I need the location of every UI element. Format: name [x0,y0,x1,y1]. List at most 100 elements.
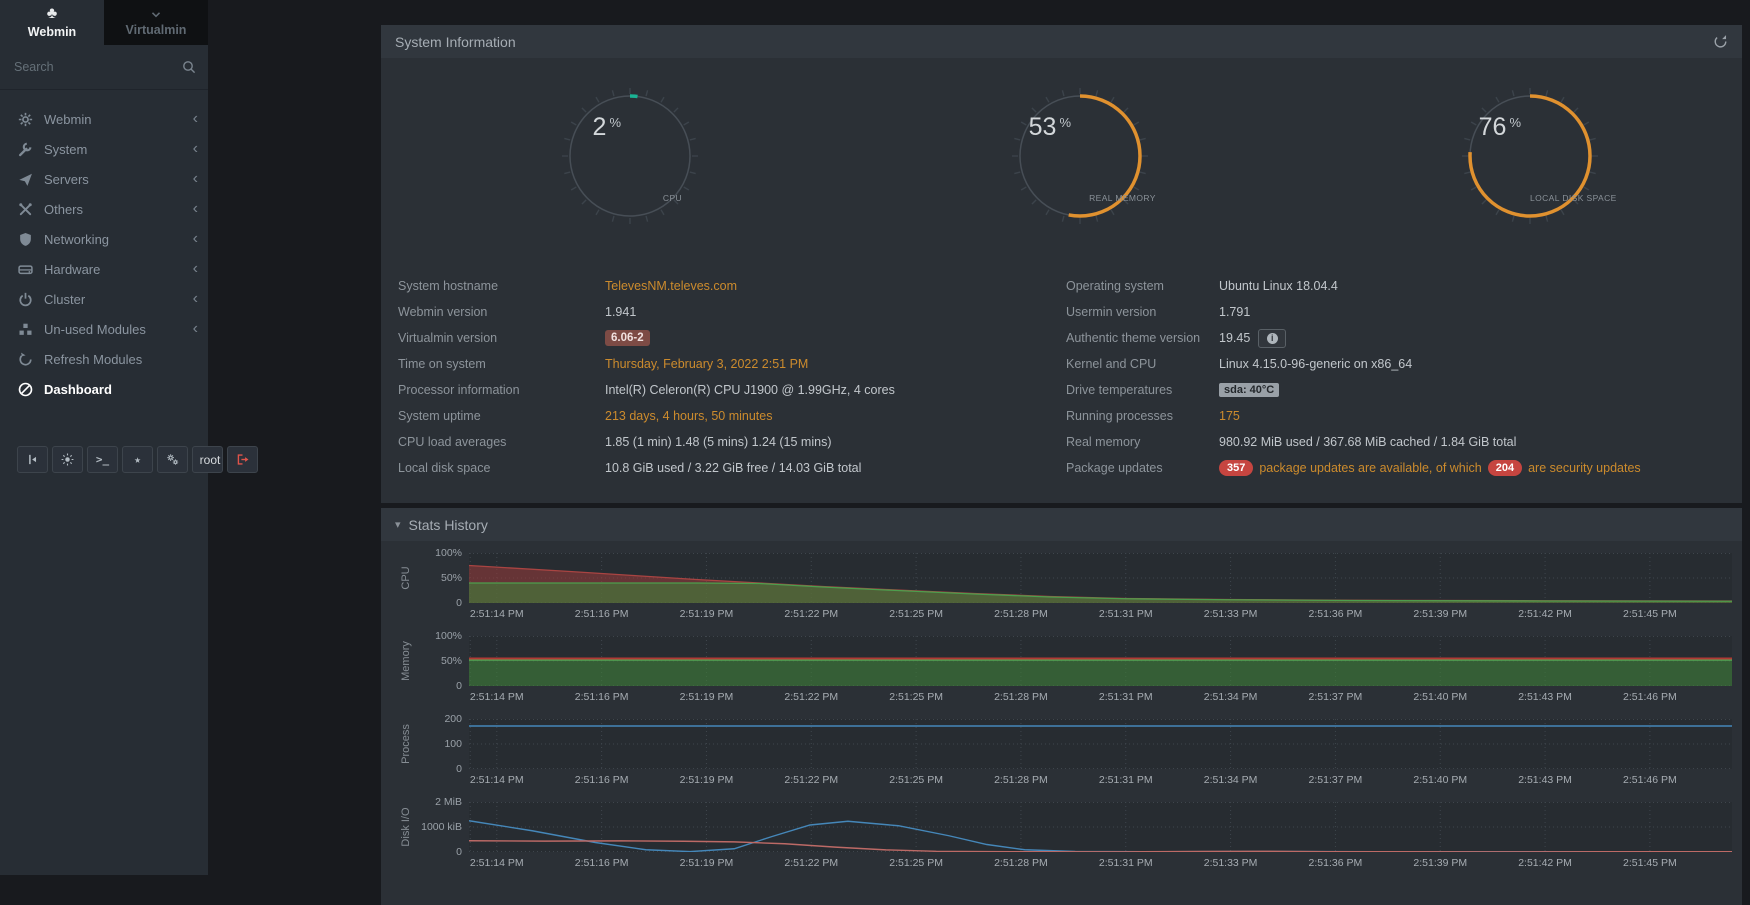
stats-history-panel: ▾ Stats History CPU 100% 50% 0 2:51:14 PM 2:5… [381,508,1742,905]
y-tick-label: 100% [435,630,462,642]
chart-axis-title: Disk I/O [400,807,412,847]
sidebar-item-hardware[interactable]: Hardware ‹ [0,254,208,284]
sidebar-footer: >_ ★ root [17,446,258,473]
info-label: Kernel and CPU [1066,357,1157,371]
caret-left-icon: ‹ [192,200,198,217]
theme-mode-button[interactable] [52,446,83,473]
info-row-usermin-version: Usermin version 1.791 [1066,299,1725,325]
sidebar-item-servers[interactable]: Servers ‹ [0,164,208,194]
chart-axis-title: Process [400,724,412,764]
update-link-text[interactable]: are security updates [1528,461,1641,475]
info-value: sda: 40°C [1219,383,1280,397]
info-value[interactable]: 175 [1219,409,1240,423]
x-tick-label: 2:51:43 PM [1518,774,1572,786]
caret-left-icon: ‹ [192,140,198,157]
favorites-icon: ★ [134,453,141,466]
sun-icon [61,453,74,466]
x-tick-label: 2:51:22 PM [784,691,839,703]
tab-virtualmin[interactable]: Virtualmin [104,0,208,45]
sidebar-item-label: Others [44,201,84,217]
gauge-value: 53% [1028,113,1071,141]
info-value[interactable]: Thursday, February 3, 2022 2:51 PM [605,357,809,371]
count-pill: 204 [1487,460,1523,476]
charts: CPU 100% 50% 0 2:51:14 PM 2:51:16 PM 2:51:19 P… [381,541,1742,905]
sidebar-item-label: Networking [44,231,110,247]
sidebar-tabs: ♣ Webmin Virtualmin [0,0,208,45]
info-row-local-disk-space: Local disk space 10.8 GiB used / 3.22 GiB… [398,455,1057,481]
chart-disk-io: Disk I/O 2 MiB 1000 kiB 0 2:51:14 PM 2:51:16 … [395,796,1732,872]
x-tick-label: 2:51:34 PM [1203,774,1258,786]
x-tick-label: 2:51:25 PM [889,691,943,703]
sidebar-item-networking[interactable]: Networking ‹ [0,224,208,254]
y-tick-label: 0 [456,846,462,858]
stats-title: Stats History [408,516,488,533]
info-label: System uptime [398,409,481,423]
info-row-package-updates: Package updates 357 package updates are av… [1066,455,1725,481]
user-button[interactable]: root [192,446,223,473]
chart-cpu: CPU 100% 50% 0 2:51:14 PM 2:51:16 PM 2:51:19 P… [395,547,1732,623]
refresh-button[interactable] [1713,34,1728,49]
x-tick-label: 2:51:31 PM [1098,857,1153,869]
y-tick-label: 200 [444,713,462,725]
sidebar-item-system[interactable]: System ‹ [0,134,208,164]
sidebar-item-others[interactable]: Others ‹ [0,194,208,224]
main-area: System Information 2% CPU 53% REAL MEMORY 76… [208,0,1750,905]
x-tick-label: 2:51:22 PM [784,608,839,620]
collapse-sidebar-button[interactable] [17,446,48,473]
info-label: Usermin version [1066,305,1157,319]
info-label: Webmin version [398,305,488,319]
info-value: 19.45 [1219,331,1251,345]
update-link-text[interactable]: package updates are available, of which [1259,461,1482,475]
x-tick-label: 2:51:39 PM [1413,857,1468,869]
sidebar-item-dashboard[interactable]: Dashboard [0,374,208,404]
info-label: Local disk space [398,461,491,475]
theme-info-button[interactable]: i [1258,328,1287,348]
search-input[interactable] [12,59,182,75]
logout-button[interactable] [227,446,258,473]
caret-left-icon: ‹ [192,260,198,277]
gauge-caption: CPU [662,193,683,203]
x-tick-label: 2:51:16 PM [574,691,629,703]
sidebar-item-label: Dashboard [44,381,112,397]
gauge-cpu: 2% CPU [545,71,715,253]
x-tick-label: 2:51:22 PM [784,774,839,786]
sidebar-item-label: Cluster [44,291,86,307]
sidebar-item-webmin[interactable]: Webmin ‹ [0,104,208,134]
caret-left-icon: ‹ [192,110,198,127]
x-tick-label: 2:51:36 PM [1308,608,1363,620]
favorites-button[interactable]: ★ [122,446,153,473]
info-value: 10.8 GiB used / 3.22 GiB free / 14.03 Gi… [605,461,862,475]
info-row-cpu-load-averages: CPU load averages 1.85 (1 min) 1.48 (5 mi… [398,429,1057,455]
terminal-button[interactable]: >_ [87,446,118,473]
tab-webmin[interactable]: ♣ Webmin [0,0,104,45]
x-tick-label: 2:51:42 PM [1518,608,1572,620]
options-button[interactable] [157,446,188,473]
info-row-processor-information: Processor information Intel(R) Celeron(R)… [398,377,1057,403]
refresh-icon [18,352,33,367]
x-tick-label: 2:51:14 PM [469,774,524,786]
info-label: Virtualmin version [398,331,498,345]
collapse-icon [26,453,39,466]
chevron-down-icon [147,9,165,20]
info-icon: i [1266,332,1278,344]
count-pill: 357 [1219,460,1254,476]
gears-icon [166,453,179,466]
chart-process: Process 200 100 0 2:51:14 PM 2:51:16 PM 2:51:1… [395,713,1732,789]
y-tick-label: 100% [435,547,462,559]
info-row-authentic-theme-version: Authentic theme version 19.45 i [1066,325,1725,351]
info-value[interactable]: TelevesNM.televes.com [605,279,737,293]
info-label: CPU load averages [398,435,507,449]
stats-history-header[interactable]: ▾ Stats History [381,508,1742,541]
sidebar-item-cluster[interactable]: Cluster ‹ [0,284,208,314]
info-value[interactable]: 213 days, 4 hours, 50 minutes [605,409,773,423]
x-tick-label: 2:51:16 PM [574,608,629,620]
sidebar-item-label: Un-used Modules [44,321,146,337]
info-label: Processor information [398,383,520,397]
hdd-icon [18,262,33,277]
sidebar-item-refresh-modules[interactable]: Refresh Modules [0,344,208,374]
sidebar-item-un-used-modules[interactable]: Un-used Modules ‹ [0,314,208,344]
gauge-real-memory: 53% REAL MEMORY [995,71,1165,253]
info-row-operating-system: Operating system Ubuntu Linux 18.04.4 [1066,273,1725,299]
system-information-header: System Information [381,25,1742,58]
info-col-right: Operating system Ubuntu Linux 18.04.4 User… [1057,273,1725,481]
